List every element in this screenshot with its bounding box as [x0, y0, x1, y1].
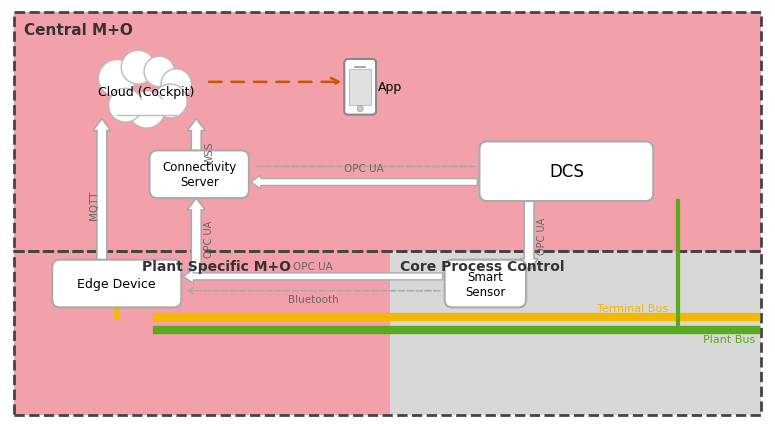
Text: DCS: DCS: [549, 163, 584, 181]
Text: App: App: [378, 81, 402, 94]
Polygon shape: [184, 270, 443, 284]
Polygon shape: [93, 119, 111, 291]
Circle shape: [109, 89, 143, 123]
FancyBboxPatch shape: [480, 142, 653, 201]
Circle shape: [153, 85, 187, 118]
Text: Smart
Sensor: Smart Sensor: [465, 270, 505, 298]
Circle shape: [144, 57, 174, 87]
Bar: [15, 251, 390, 414]
Circle shape: [98, 60, 136, 98]
Text: OPC UA: OPC UA: [204, 221, 214, 258]
Polygon shape: [251, 176, 477, 190]
Polygon shape: [188, 199, 205, 281]
FancyBboxPatch shape: [344, 60, 376, 115]
Bar: [390, 251, 760, 414]
Circle shape: [161, 70, 191, 100]
Circle shape: [357, 106, 363, 112]
Bar: [15, 251, 760, 414]
Bar: [117, 101, 176, 116]
Text: Bluetooth: Bluetooth: [288, 294, 339, 304]
Text: Edge Device: Edge Device: [78, 277, 156, 291]
Circle shape: [128, 92, 165, 129]
Text: Core Process Control: Core Process Control: [400, 259, 564, 273]
Polygon shape: [520, 201, 538, 271]
Bar: [15, 13, 760, 251]
Text: Central M+O: Central M+O: [24, 23, 133, 38]
FancyBboxPatch shape: [52, 260, 181, 308]
Text: Plant Bus: Plant Bus: [704, 334, 756, 344]
Text: OPC UA: OPC UA: [293, 262, 333, 272]
Bar: [350, 70, 371, 106]
Text: Plant Specific M+O: Plant Specific M+O: [142, 259, 291, 273]
Bar: [354, 67, 366, 69]
Text: Terminal Bus: Terminal Bus: [597, 304, 668, 314]
Text: WSS: WSS: [204, 141, 214, 165]
Circle shape: [121, 51, 155, 85]
Text: MQTT: MQTT: [89, 190, 99, 219]
Text: OPC UA: OPC UA: [537, 218, 547, 255]
FancyBboxPatch shape: [150, 151, 249, 199]
FancyBboxPatch shape: [445, 260, 526, 308]
Text: OPC UA: OPC UA: [344, 164, 384, 174]
Bar: [15, 13, 760, 251]
Text: Connectivity
Server: Connectivity Server: [162, 161, 236, 189]
Polygon shape: [188, 119, 205, 187]
Text: Cloud (Cockpit): Cloud (Cockpit): [98, 86, 195, 99]
